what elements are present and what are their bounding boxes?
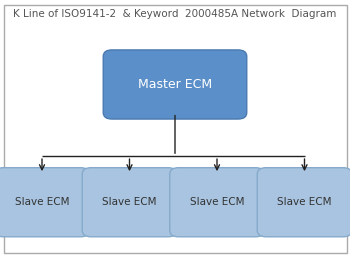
Text: Slave ECM: Slave ECM: [277, 197, 332, 207]
Text: Master ECM: Master ECM: [138, 78, 212, 91]
Text: Slave ECM: Slave ECM: [15, 197, 69, 207]
FancyBboxPatch shape: [82, 168, 177, 237]
Text: K Line of ISO9141-2  & Keyword  2000485A Network  Diagram: K Line of ISO9141-2 & Keyword 2000485A N…: [13, 9, 337, 19]
FancyBboxPatch shape: [103, 50, 247, 119]
Text: Slave ECM: Slave ECM: [190, 197, 244, 207]
Text: Slave ECM: Slave ECM: [102, 197, 157, 207]
FancyBboxPatch shape: [170, 168, 264, 237]
FancyBboxPatch shape: [0, 168, 89, 237]
FancyBboxPatch shape: [257, 168, 350, 237]
